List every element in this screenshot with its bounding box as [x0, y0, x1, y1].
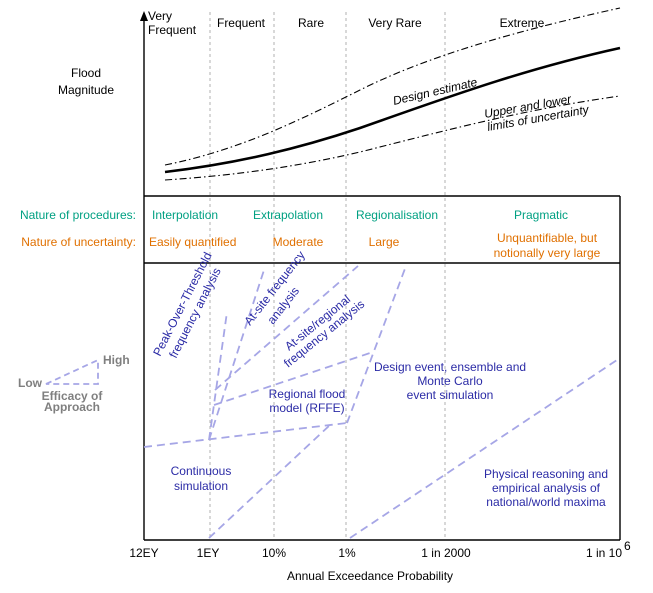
efficacy-caption-line2: Approach	[44, 400, 100, 414]
tick-1ey: 1EY	[197, 546, 220, 560]
method-physical-line2: empirical analysis of	[492, 481, 601, 495]
y-axis-title-line2: Magnitude	[58, 83, 114, 97]
category-very-rare: Very Rare	[368, 16, 422, 30]
method-design-event-line2: Monte Carlo	[417, 374, 483, 388]
category-very-frequent-line1: Very	[148, 9, 172, 23]
boundary-pot	[208, 269, 265, 441]
tick-1in10: 1 in 10	[586, 546, 622, 560]
method-continuous-line2: simulation	[174, 479, 228, 493]
efficacy-low: Low	[18, 376, 43, 390]
upper-uncertainty-curve	[164, 7, 621, 166]
tick-1in10-exponent: 6	[624, 539, 631, 553]
tick-10pct: 10%	[262, 546, 286, 560]
design-estimate-curve	[164, 46, 621, 174]
tick-1in2000: 1 in 2000	[421, 546, 471, 560]
uncertainty-large: Large	[369, 235, 400, 249]
method-physical-line3: national/world maxima	[486, 495, 606, 509]
boundary-pot-lower	[208, 311, 228, 441]
procedures-label: Nature of procedures:	[20, 208, 136, 222]
boundary-continuous-right	[208, 424, 331, 539]
procedure-interpolation: Interpolation	[152, 208, 218, 222]
uncertainty-unquantifiable-line1: Unquantifiable, but	[497, 231, 598, 245]
category-rare: Rare	[298, 16, 324, 30]
method-rffe-line2: model (RFFE)	[269, 401, 344, 415]
y-axis-title-line1: Flood	[71, 66, 101, 80]
method-design-event-line1: Design event, ensemble and	[374, 360, 526, 374]
tick-1pct: 1%	[338, 546, 356, 560]
procedure-pragmatic: Pragmatic	[514, 208, 568, 222]
y-axis-arrowhead	[140, 11, 148, 21]
efficacy-high: High	[103, 353, 130, 367]
tick-12ey: 12EY	[129, 546, 158, 560]
efficacy-legend: Low High Efficacy of Approach	[18, 353, 130, 414]
method-continuous-line1: Continuous	[171, 464, 232, 478]
boundary-at-site	[214, 265, 359, 391]
uncertainty-unquantifiable-line2: notionally very large	[494, 246, 601, 260]
method-design-event-line3: event simulation	[407, 388, 494, 402]
efficacy-triangle	[45, 358, 99, 385]
boundary-physical	[349, 357, 621, 539]
boundary-design-event	[346, 265, 407, 424]
procedure-regionalisation: Regionalisation	[356, 208, 438, 222]
uncertainty-label: Nature of uncertainty:	[21, 235, 136, 249]
category-extreme: Extreme	[500, 16, 545, 30]
uncertainty-moderate: Moderate	[273, 235, 324, 249]
efficacy-caption-line1: Efficacy of	[42, 389, 104, 403]
method-boundaries	[143, 265, 621, 539]
boundary-at-site-regional	[213, 351, 374, 406]
method-physical-line1: Physical reasoning and	[484, 467, 608, 481]
procedure-extrapolation: Extrapolation	[253, 208, 323, 222]
lower-uncertainty-curve	[164, 95, 621, 181]
x-axis-title: Annual Exceedance Probability	[287, 569, 453, 583]
category-very-frequent-line2: Frequent	[148, 23, 197, 37]
category-frequent: Frequent	[217, 16, 266, 30]
boundary-continuous-top	[143, 422, 348, 448]
uncertainty-easily-quantified: Easily quantified	[149, 235, 236, 249]
method-rffe-line1: Regional flood	[269, 387, 346, 401]
